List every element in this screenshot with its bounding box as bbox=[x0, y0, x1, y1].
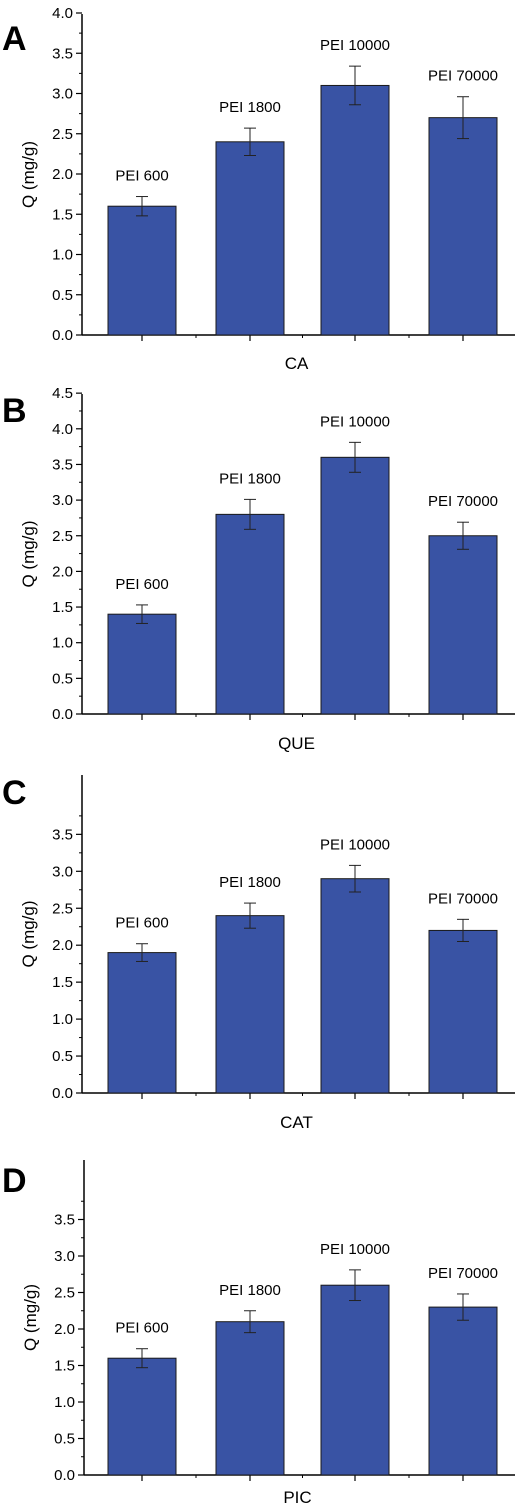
bar-category-label: PEI 70000 bbox=[428, 1265, 498, 1282]
bar bbox=[428, 535, 498, 715]
y-tick-label: 0.5 bbox=[52, 287, 73, 304]
bar bbox=[215, 513, 285, 715]
y-axis-title: Q (mg/g) bbox=[19, 900, 38, 967]
y-axis-title: Q (mg/g) bbox=[19, 141, 38, 208]
y-tick-label: 4.5 bbox=[52, 385, 73, 402]
chart-panel-c: C 0.0 0.5 1.0 1.5 2.0 2.5 3.0 3.5 Q (mg/g) CAT PEI … bbox=[2, 774, 515, 1132]
y-tick-label: 0.0 bbox=[54, 1467, 75, 1484]
x-axis-title: PIC bbox=[283, 1488, 311, 1507]
y-tick-label: 2.0 bbox=[54, 1321, 75, 1338]
y-tick-label: 2.5 bbox=[54, 1285, 75, 1302]
bar bbox=[320, 84, 390, 336]
bar bbox=[107, 613, 177, 715]
chart-panel-b: B 0.0 0.5 1.0 1.5 2.0 2.5 3.0 3.5 4.0 4.5 Q (mg/g) Q… bbox=[2, 385, 515, 753]
x-axis-title: CA bbox=[285, 354, 309, 373]
y-tick-label: 1.5 bbox=[54, 1358, 75, 1375]
y-tick-label: 1.5 bbox=[52, 206, 73, 223]
bar-category-label: PEI 1800 bbox=[219, 99, 281, 116]
bar-category-label: PEI 1800 bbox=[219, 874, 281, 891]
bar bbox=[320, 456, 390, 715]
bar-category-label: PEI 10000 bbox=[320, 37, 390, 54]
bar bbox=[320, 878, 390, 1094]
bar-category-label: PEI 70000 bbox=[428, 890, 498, 907]
bar-category-label: PEI 600 bbox=[115, 576, 168, 593]
y-tick-label: 3.5 bbox=[52, 826, 73, 843]
y-tick-label: 3.5 bbox=[52, 45, 73, 62]
y-tick-label: 0.0 bbox=[52, 706, 73, 723]
bar bbox=[428, 1306, 498, 1476]
bar bbox=[107, 1357, 177, 1476]
bar bbox=[215, 141, 285, 336]
bar-category-label: PEI 10000 bbox=[320, 413, 390, 430]
bar-category-label: PEI 600 bbox=[115, 168, 168, 185]
y-tick-label: 3.5 bbox=[52, 456, 73, 473]
panel-letter: B bbox=[2, 392, 27, 430]
bar-category-label: PEI 1800 bbox=[219, 470, 281, 487]
bar-category-label: PEI 600 bbox=[115, 1320, 168, 1337]
y-tick-label: 1.0 bbox=[54, 1394, 75, 1411]
y-tick-label: 3.0 bbox=[54, 1248, 75, 1265]
y-tick-label: 1.5 bbox=[52, 974, 73, 991]
bar-category-label: PEI 1800 bbox=[219, 1282, 281, 1299]
y-tick-label: 3.5 bbox=[54, 1212, 75, 1229]
y-tick-label: 2.5 bbox=[52, 528, 73, 545]
y-tick-label: 1.5 bbox=[52, 599, 73, 616]
y-tick-label: 2.0 bbox=[52, 563, 73, 580]
y-tick-label: 4.0 bbox=[52, 5, 73, 22]
y-tick-label: 3.0 bbox=[52, 863, 73, 880]
bar bbox=[215, 1321, 285, 1476]
y-tick-label: 0.5 bbox=[54, 1431, 75, 1448]
panel-letter: D bbox=[2, 1162, 27, 1200]
bar-category-label: PEI 70000 bbox=[428, 68, 498, 85]
y-tick-label: 1.0 bbox=[52, 1011, 73, 1028]
y-tick-label: 1.0 bbox=[52, 635, 73, 652]
x-axis-title: QUE bbox=[278, 734, 315, 753]
y-tick-label: 3.0 bbox=[52, 86, 73, 103]
bar bbox=[107, 952, 177, 1094]
y-tick-label: 4.0 bbox=[52, 421, 73, 438]
bar bbox=[428, 929, 498, 1094]
y-tick-label: 0.5 bbox=[52, 1048, 73, 1065]
panel-letter: A bbox=[2, 20, 27, 58]
y-tick-label: 2.0 bbox=[52, 937, 73, 954]
bar-category-label: PEI 10000 bbox=[320, 1241, 390, 1258]
bar bbox=[428, 117, 498, 336]
bar-category-label: PEI 600 bbox=[115, 915, 168, 932]
y-tick-label: 0.0 bbox=[52, 327, 73, 344]
bar bbox=[320, 1284, 390, 1476]
y-axis-title: Q (mg/g) bbox=[21, 1284, 40, 1351]
y-tick-label: 2.5 bbox=[52, 900, 73, 917]
bar-category-label: PEI 70000 bbox=[428, 493, 498, 510]
bar bbox=[215, 915, 285, 1094]
y-tick-label: 3.0 bbox=[52, 492, 73, 509]
y-tick-label: 2.0 bbox=[52, 166, 73, 183]
y-tick-label: 0.5 bbox=[52, 670, 73, 687]
chart-panel-d: D 0.0 0.5 1.0 1.5 2.0 2.5 3.0 3.5 Q (mg/g) PIC PEI … bbox=[2, 1160, 515, 1507]
bar bbox=[107, 205, 177, 336]
panel-letter: C bbox=[2, 774, 27, 812]
y-axis-title: Q (mg/g) bbox=[19, 520, 38, 587]
chart-panel-a: A 0.0 0.5 1.0 1.5 2.0 2.5 3.0 3.5 4.0 Q (mg/g) CA PE… bbox=[2, 5, 515, 373]
y-tick-label: 2.5 bbox=[52, 126, 73, 143]
x-axis-title: CAT bbox=[280, 1113, 313, 1132]
y-tick-label: 0.0 bbox=[52, 1085, 73, 1102]
y-tick-label: 1.0 bbox=[52, 247, 73, 264]
bar-category-label: PEI 10000 bbox=[320, 836, 390, 853]
